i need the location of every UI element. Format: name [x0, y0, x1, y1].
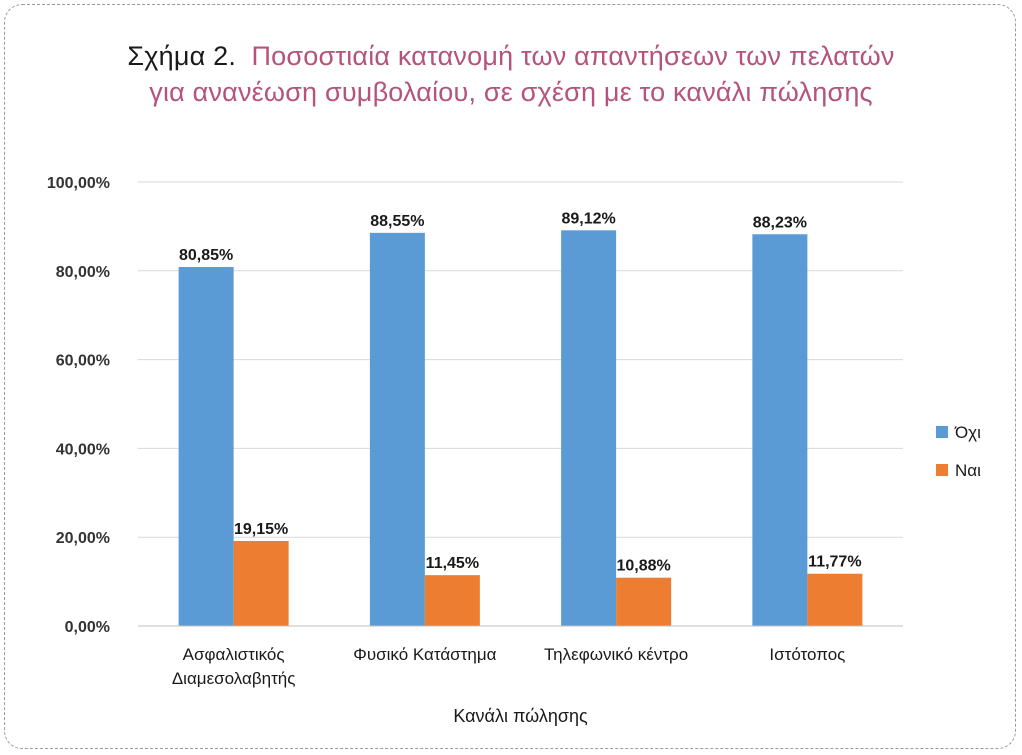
data-label: 89,12%: [561, 210, 615, 227]
data-label: 80,85%: [179, 247, 233, 264]
data-label: 10,88%: [616, 558, 670, 575]
figure-number: Σχήμα 2.: [127, 41, 237, 71]
y-tick-label: 100,00%: [47, 175, 110, 192]
legend-swatch: [936, 464, 948, 476]
bar-ochi: [369, 232, 425, 626]
data-label: 11,77%: [808, 554, 861, 571]
title-line-2: για ανανέωση συμβολαίου, σε σχέση με το …: [149, 77, 873, 107]
category-label: Ασφαλιστικός: [183, 645, 285, 664]
category-label: Διαμεσολαβητής: [172, 669, 296, 688]
bar-ochi: [178, 267, 234, 626]
data-label: 11,45%: [426, 555, 479, 572]
legend-label: Όχι: [954, 423, 981, 442]
data-label: 88,55%: [370, 213, 424, 230]
category-label: Τηλεφωνικό κέντρο: [544, 645, 688, 664]
y-tick-label: 80,00%: [56, 264, 110, 281]
legend-swatch: [936, 426, 948, 438]
category-label: Ιστότοπος: [769, 645, 845, 664]
bar-nai: [807, 573, 863, 626]
y-tick-label: 40,00%: [56, 441, 110, 458]
y-tick-label: 0,00%: [65, 619, 110, 636]
bar-ochi: [561, 230, 617, 627]
data-label: 19,15%: [234, 521, 288, 538]
y-tick-label: 60,00%: [56, 353, 110, 370]
y-tick-label: 20,00%: [56, 530, 110, 547]
x-axis-title: Κανάλι πώλησης: [453, 706, 588, 726]
bar-ochi: [752, 234, 808, 627]
chart-title: Σχήμα 2. Ποσοστιαία κατανομή των απαντήσ…: [0, 38, 1022, 110]
bar-nai: [424, 575, 480, 626]
data-label: 88,23%: [753, 214, 807, 231]
title-line-1: Ποσοστιαία κατανομή των απαντήσεων των π…: [251, 41, 895, 71]
legend-label: Ναι: [955, 461, 981, 480]
category-label: Φυσικό Κατάστημα: [353, 645, 496, 664]
bar-nai: [233, 540, 289, 626]
bar-nai: [616, 577, 672, 626]
